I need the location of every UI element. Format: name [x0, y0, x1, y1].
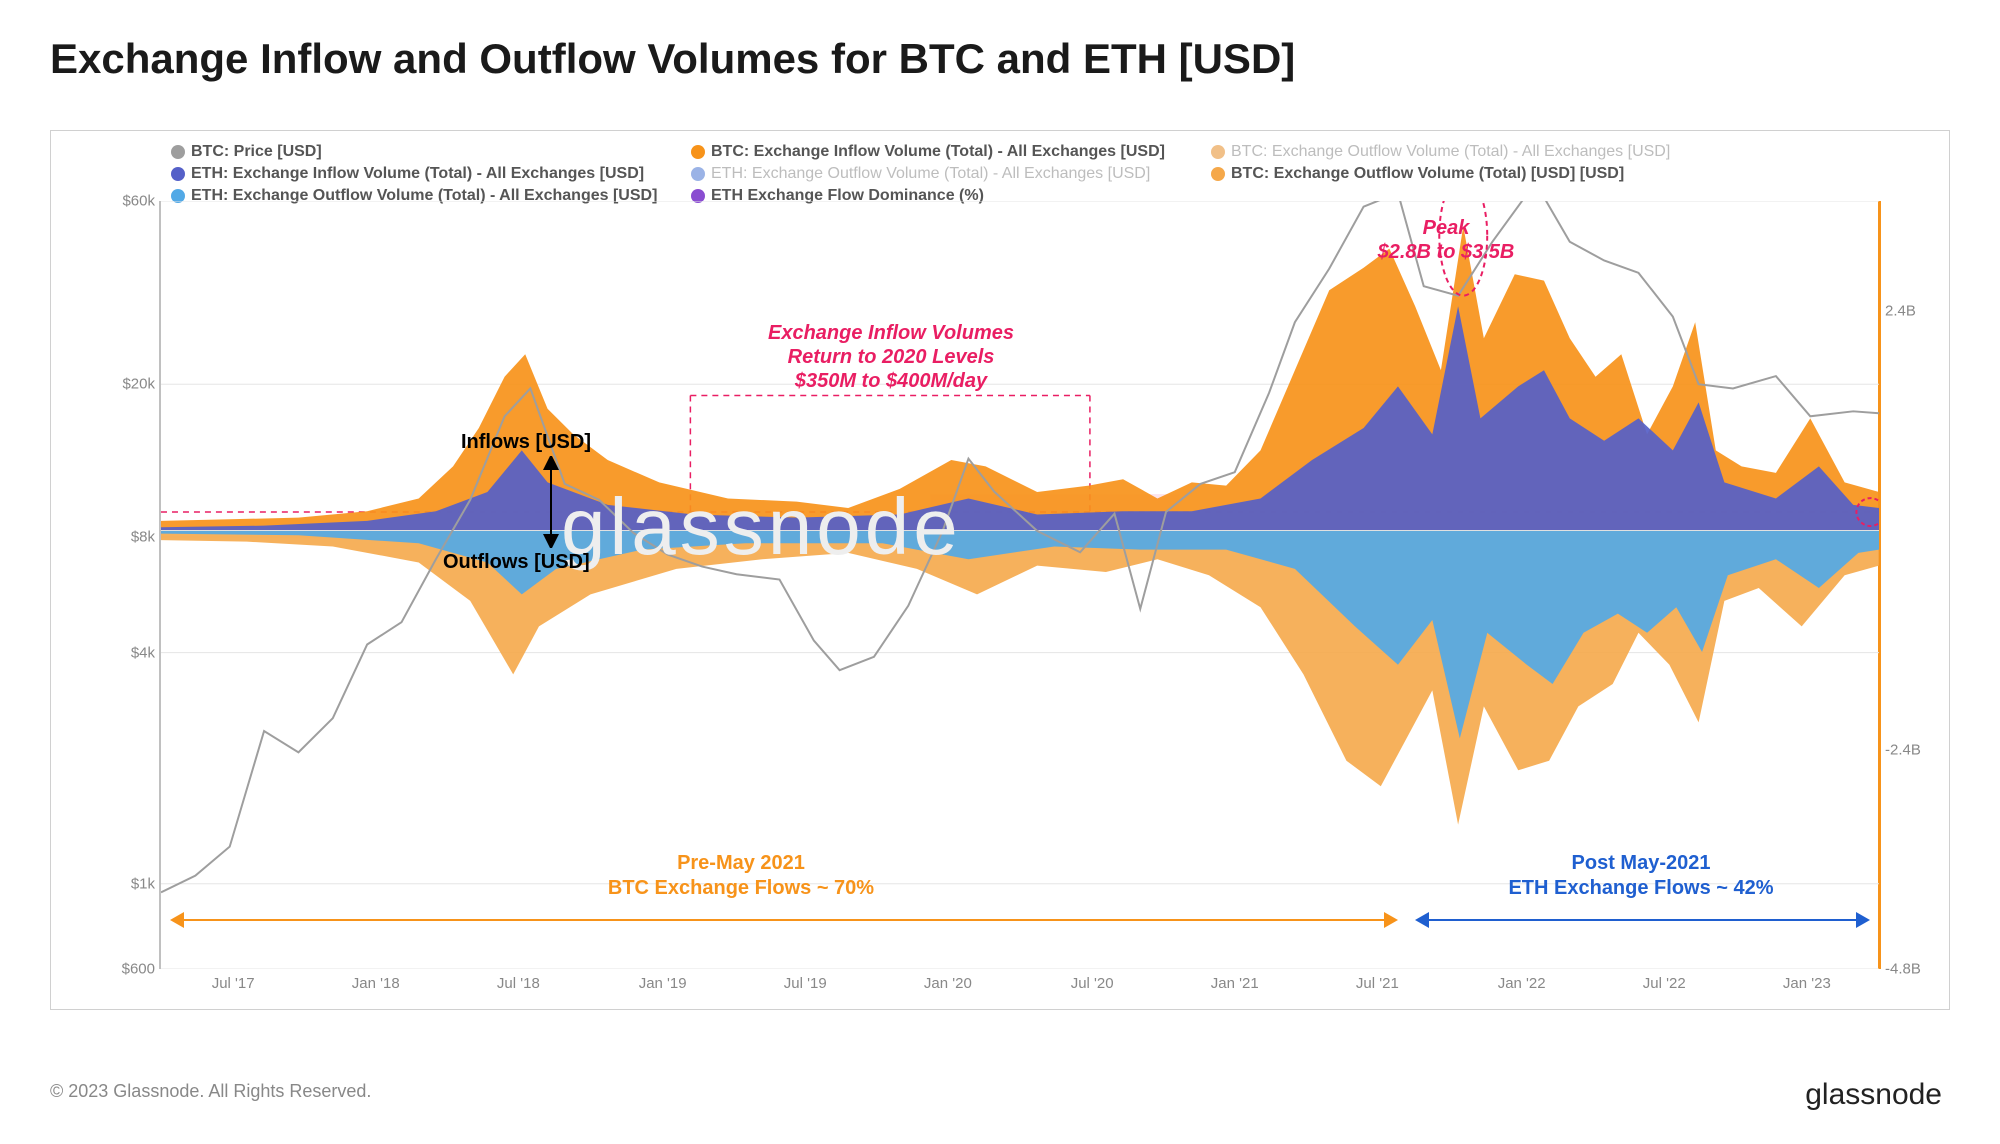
copyright: © 2023 Glassnode. All Rights Reserved.	[50, 1081, 371, 1102]
range-arrow-pre	[170, 905, 1398, 935]
legend-label: ETH: Exchange Outflow Volume (Total) - A…	[711, 165, 1150, 183]
inflows-outflows-arrow	[541, 456, 561, 548]
y-left-tick: $600	[122, 961, 155, 978]
x-tick: Jul '20	[1071, 975, 1114, 992]
annot-inflow-return: Exchange Inflow Volumes Return to 2020 L…	[691, 321, 1091, 393]
legend-swatch	[171, 167, 185, 181]
annot-line: $350M to $400M/day	[795, 370, 987, 392]
x-tick: Jan '18	[352, 975, 400, 992]
x-tick: Jul '18	[497, 975, 540, 992]
x-tick: Jan '23	[1783, 975, 1831, 992]
annot-line: Exchange Inflow Volumes	[768, 322, 1014, 344]
legend-item: BTC: Price [USD]	[171, 143, 691, 161]
legend: BTC: Price [USD] BTC: Exchange Inflow Vol…	[171, 143, 1909, 205]
range-label-line: BTC Exchange Flows ~ 70%	[608, 877, 874, 899]
legend-item: BTC: Exchange Outflow Volume (Total) - A…	[1211, 143, 1731, 161]
legend-item: ETH: Exchange Outflow Volume (Total) - A…	[691, 165, 1211, 183]
chart-frame: BTC: Price [USD] BTC: Exchange Inflow Vol…	[50, 130, 1950, 1010]
annot-line: Return to 2020 Levels	[788, 346, 995, 368]
y-left-axis: $600$1k$4k$8k$20k$60k	[111, 201, 161, 969]
annot-line: $2.8B to $3.5B	[1378, 241, 1515, 263]
annot-line: Peak	[1423, 217, 1470, 239]
x-axis: Jul '17 Jan '18 Jul '18 Jan '19 Jul '19 Jan '…	[161, 975, 1879, 999]
y-left-tick: $8k	[131, 529, 155, 546]
legend-swatch	[691, 167, 705, 181]
y-left-tick: $4k	[131, 644, 155, 661]
legend-item: BTC: Exchange Outflow Volume (Total) [US…	[1211, 165, 1731, 183]
legend-label: BTC: Exchange Inflow Volume (Total) - Al…	[711, 143, 1165, 161]
range-label-pre: Pre-May 2021 BTC Exchange Flows ~ 70%	[541, 851, 941, 901]
legend-swatch	[691, 145, 705, 159]
legend-label: BTC: Price [USD]	[191, 143, 322, 161]
legend-label: BTC: Exchange Outflow Volume (Total) [US…	[1231, 165, 1624, 183]
legend-swatch	[1211, 145, 1225, 159]
y-right-tick: -4.8B	[1885, 961, 1921, 978]
legend-label: ETH: Exchange Inflow Volume (Total) - Al…	[191, 165, 644, 183]
x-tick: Jan '20	[924, 975, 972, 992]
annot-peak: Peak $2.8B to $3.5B	[1336, 216, 1556, 264]
range-label-line: Post May-2021	[1572, 852, 1711, 874]
x-tick: Jul '21	[1356, 975, 1399, 992]
x-tick: Jan '22	[1498, 975, 1546, 992]
legend-label: BTC: Exchange Outflow Volume (Total) - A…	[1231, 143, 1670, 161]
y-right-axis: -4.8B-2.4B2.4B	[1879, 201, 1931, 969]
range-label-post: Post May-2021 ETH Exchange Flows ~ 42%	[1451, 851, 1831, 901]
x-tick: Jul '19	[784, 975, 827, 992]
x-tick: Jul '17	[212, 975, 255, 992]
range-label-line: ETH Exchange Flows ~ 42%	[1508, 877, 1773, 899]
legend-swatch	[1211, 167, 1225, 181]
outflows-label: Outflows [USD]	[443, 551, 590, 574]
plot-area: glassnode Inflows [USD] Outflows [USD] E…	[161, 201, 1879, 969]
legend-item: BTC: Exchange Inflow Volume (Total) - Al…	[691, 143, 1211, 161]
y-left-tick: $60k	[122, 193, 155, 210]
range-arrow-post	[1415, 905, 1870, 935]
legend-swatch	[171, 145, 185, 159]
watermark: glassnode	[561, 481, 962, 573]
legend-item: ETH: Exchange Inflow Volume (Total) - Al…	[171, 165, 691, 183]
y-right-tick: -2.4B	[1885, 741, 1921, 758]
x-tick: Jan '19	[639, 975, 687, 992]
inflows-label: Inflows [USD]	[461, 431, 591, 454]
x-tick: Jan '21	[1211, 975, 1259, 992]
x-tick: Jul '22	[1643, 975, 1686, 992]
y-left-tick: $1k	[131, 875, 155, 892]
brand-logo: glassnode	[1805, 1078, 1942, 1112]
range-label-line: Pre-May 2021	[677, 852, 805, 874]
y-left-tick: $20k	[122, 376, 155, 393]
chart-title: Exchange Inflow and Outflow Volumes for …	[50, 35, 1295, 83]
y-right-tick: 2.4B	[1885, 302, 1916, 319]
